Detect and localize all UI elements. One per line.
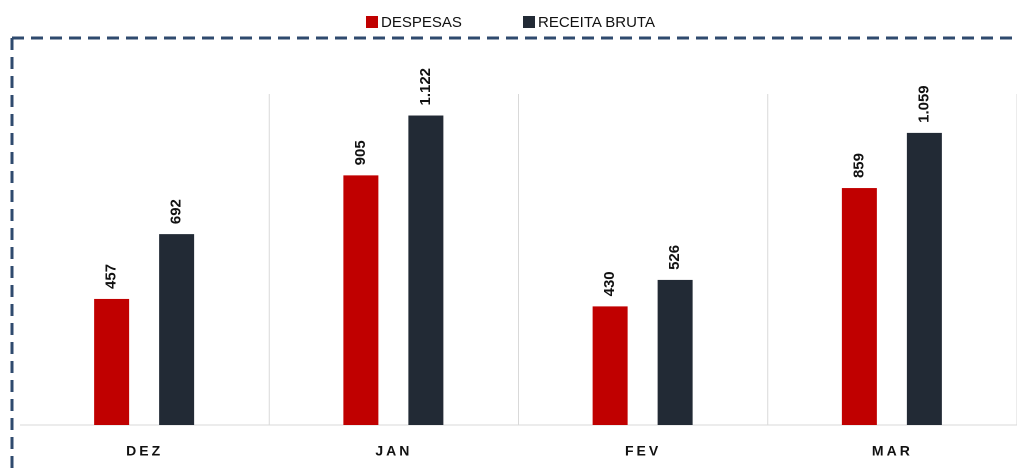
bar [657, 279, 693, 425]
data-label: 1.122 [417, 68, 434, 106]
legend-label: RECEITA BRUTA [538, 14, 655, 31]
x-tick-label: JAN [375, 443, 412, 459]
x-tick-label: MAR [872, 443, 913, 459]
bar [343, 175, 379, 425]
legend-swatch [523, 16, 535, 28]
data-label: 905 [352, 140, 369, 165]
data-label: 859 [850, 153, 867, 178]
bar [906, 132, 942, 425]
x-tick-label: FEV [625, 443, 661, 459]
bar [841, 188, 877, 425]
data-label: 457 [103, 264, 120, 289]
x-tick-label: DEZ [126, 443, 163, 459]
data-label: 692 [168, 199, 185, 224]
legend-label: DESPESAS [381, 14, 462, 31]
bar [408, 115, 444, 425]
legend-swatch [366, 16, 378, 28]
bar [159, 234, 195, 425]
bar [592, 306, 628, 425]
bar [94, 298, 130, 425]
data-label: 1.059 [915, 85, 932, 123]
data-label: 526 [666, 245, 683, 270]
data-label: 430 [601, 271, 618, 296]
